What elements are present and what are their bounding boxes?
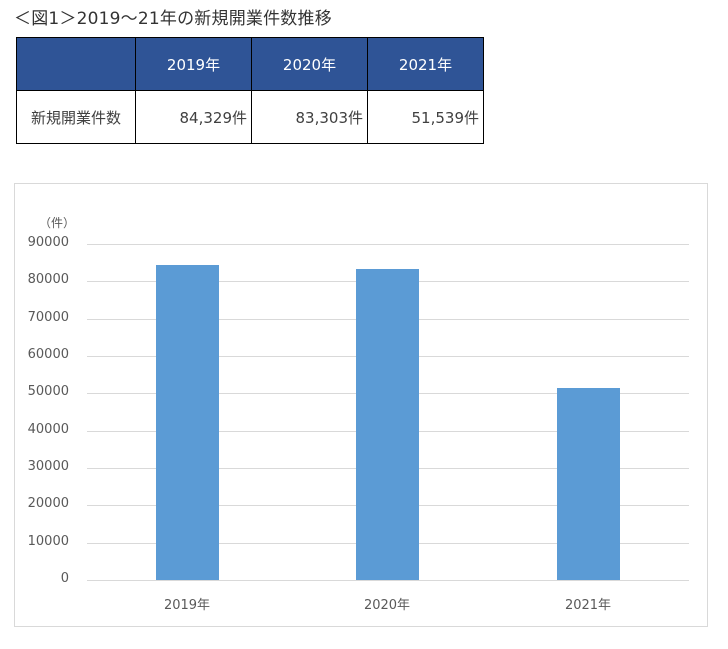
y-tick-label: 70000 [27,309,69,325]
y-tick-label: 20000 [27,496,69,512]
table-row-label: 新規開業件数 [16,90,136,144]
table-header-2020: 2020年 [251,37,368,91]
bar-2019年 [156,265,219,580]
y-tick-label: 80000 [27,272,69,288]
x-tick-label: 2019年 [163,598,211,613]
table-header-row: 2019年 2020年 2021年 [16,37,484,91]
table-header-empty [16,37,136,91]
x-tick-label: 2020年 [363,598,411,613]
y-tick-label: 90000 [27,235,69,250]
y-tick-label: 0 [60,571,69,586]
table-cell-2019: 84,329件 [135,90,252,144]
y-tick-label: 50000 [27,384,69,400]
y-axis-unit-label: （件） [39,216,76,230]
figure-title: ＜図1＞2019〜21年の新規開業件数推移 [14,9,332,29]
gridline [87,244,689,245]
data-table: 2019年 2020年 2021年 新規開業件数 84,329件 83,303件… [16,37,484,144]
y-tick-label: 40000 [27,421,69,437]
y-tick-label: 10000 [27,533,69,549]
table-header-2021: 2021年 [367,37,484,91]
bar-2020年 [356,269,419,580]
table-cell-2020: 83,303件 [251,90,368,144]
table-row: 新規開業件数 84,329件 83,303件 51,539件 [16,90,484,144]
x-tick-label: 2021年 [564,598,612,613]
y-tick-label: 60000 [27,347,69,362]
bar-2021年 [557,387,620,580]
table-cell-2021: 51,539件 [367,90,484,144]
y-tick-label: 30000 [27,459,69,474]
table-header-2019: 2019年 [135,37,252,91]
gridline [87,580,689,581]
bar-chart: （件） 0 10000 20000 30000 40000 50000 60000 70000… [14,183,708,627]
